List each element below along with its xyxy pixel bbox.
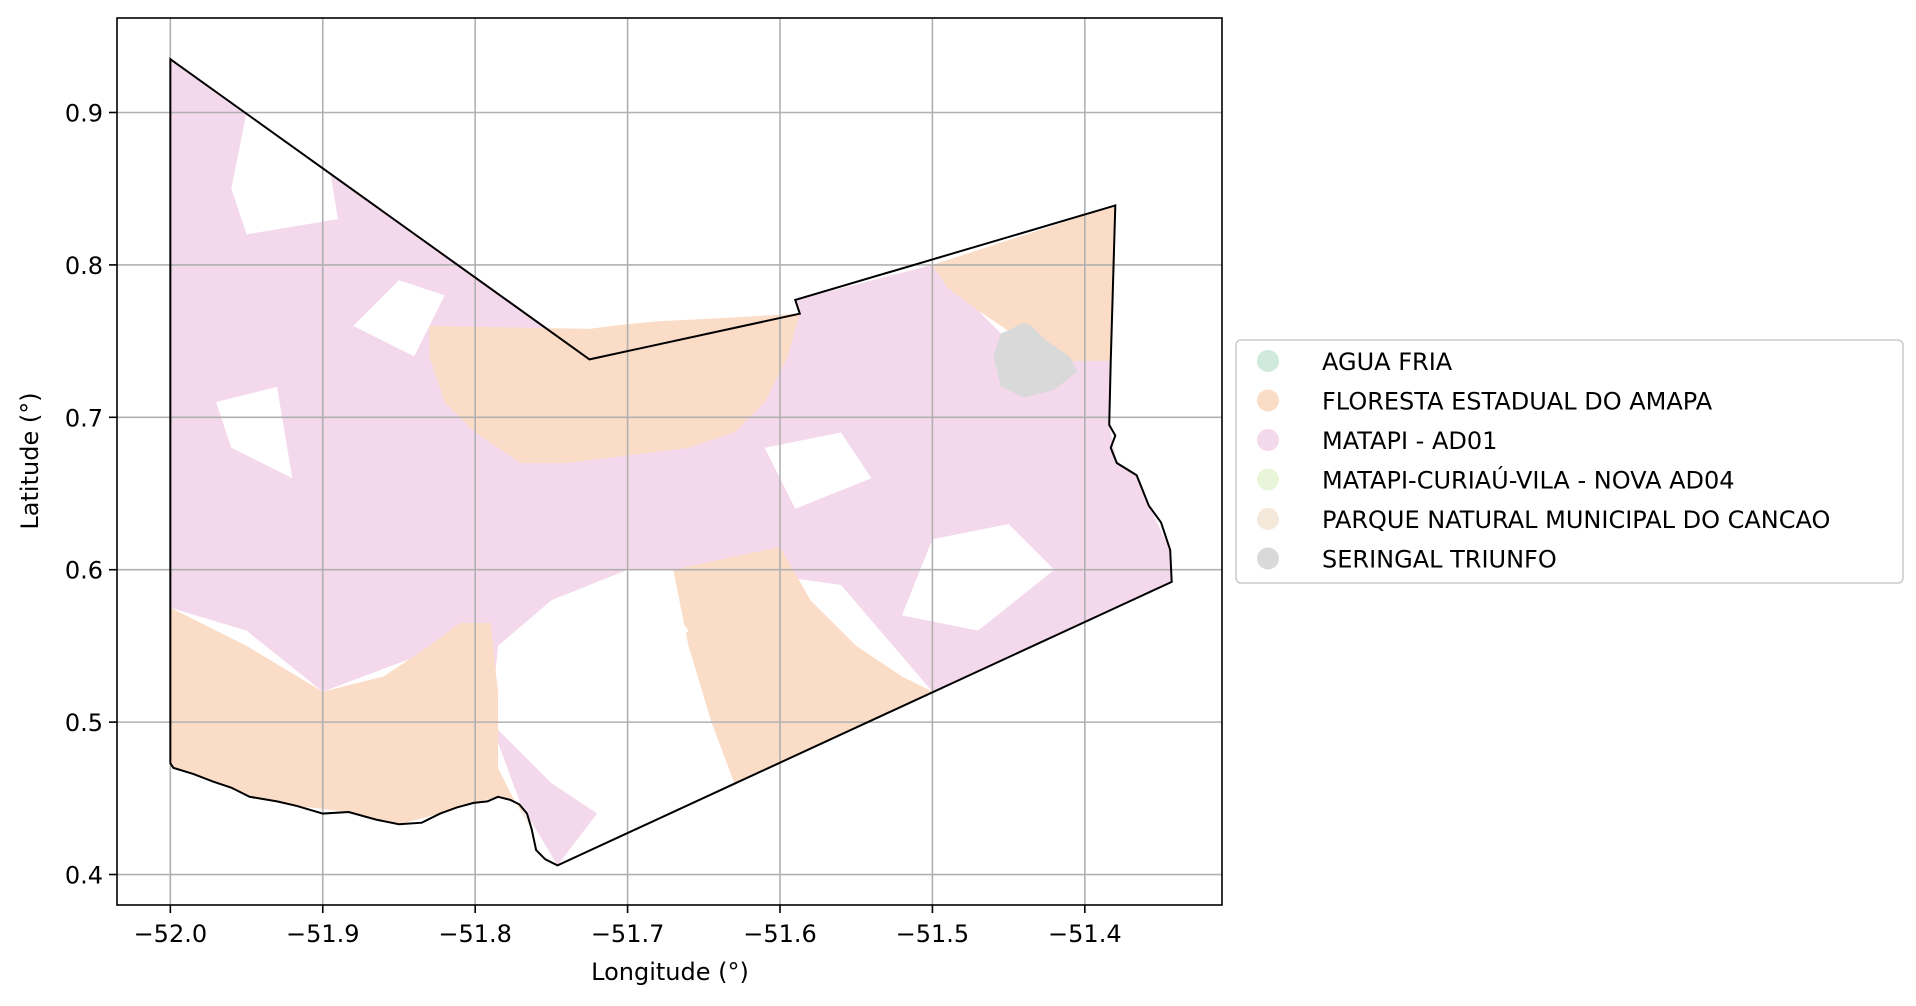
legend-marker-2 <box>1257 429 1279 451</box>
region-floresta-estadual-do-amapa-3 <box>673 546 933 784</box>
unclassified-patch-3 <box>536 569 689 723</box>
unclassified-patch-1 <box>353 280 445 357</box>
y-tick-label-3: 0.7 <box>65 404 103 432</box>
x-axis-label: Longitude (°) <box>591 958 749 986</box>
y-tick-label-2: 0.6 <box>65 557 103 585</box>
x-tick-label-3: −51.7 <box>591 920 665 948</box>
legend-label-2: MATAPI - AD01 <box>1322 427 1497 455</box>
y-tick-label-4: 0.8 <box>65 252 103 280</box>
x-tick-label-4: −51.6 <box>743 920 817 948</box>
y-tick-label-1: 0.5 <box>65 709 103 737</box>
legend-label-5: SERINGAL TRIUNFO <box>1322 546 1557 574</box>
region-matapi-ad01-0 <box>170 59 1172 866</box>
unclassified-patch-0 <box>231 112 338 235</box>
legend-label-3: MATAPI-CURIAÚ-VILA - NOVA AD04 <box>1322 465 1735 495</box>
plot-area <box>116 17 1223 906</box>
y-axis-ticks: 0.4 0.5 0.6 0.7 0.8 0.9 <box>65 99 117 890</box>
x-tick-label-6: −51.4 <box>1048 920 1122 948</box>
unclassified-patch-4 <box>901 523 1055 631</box>
region-floresta-estadual-do-amapa-2 <box>429 313 800 464</box>
legend-label-4: PARQUE NATURAL MUNICIPAL DO CANCAO <box>1322 506 1830 534</box>
legend: AGUA FRIA FLORESTA ESTADUAL DO AMAPA MATAP… <box>1235 339 1904 584</box>
x-tick-label-2: −51.8 <box>438 920 512 948</box>
regions-layer <box>170 59 1172 866</box>
legend-marker-5 <box>1257 547 1279 570</box>
legend-label-1: FLORESTA ESTADUAL DO AMAPA <box>1322 388 1713 416</box>
legend-marker-3 <box>1257 468 1279 491</box>
legend-marker-1 <box>1257 389 1279 412</box>
legend-marker-4 <box>1257 508 1279 530</box>
y-tick-label-5: 0.9 <box>65 99 103 127</box>
y-tick-label-0: 0.4 <box>65 862 103 890</box>
region-floresta-estadual-do-amapa-1 <box>170 607 532 829</box>
legend-frame <box>1235 339 1904 584</box>
legend-label-0: AGUA FRIA <box>1322 348 1453 376</box>
region-floresta-estadual-do-amapa-4 <box>932 205 1116 361</box>
municipality-boundary <box>169 57 1173 867</box>
legend-marker-0 <box>1257 350 1279 372</box>
y-axis-label: Latitude (°) <box>16 392 44 529</box>
legend-items: AGUA FRIA FLORESTA ESTADUAL DO AMAPA MATAP… <box>1257 348 1830 574</box>
x-tick-label-1: −51.9 <box>286 920 360 948</box>
x-axis-ticks: −52.0 −51.9 −51.8 −51.7 −51.6 −51.5 −51.4 <box>134 905 1122 948</box>
unclassified-patch-5 <box>764 432 872 509</box>
axes-frame <box>116 17 1223 906</box>
x-tick-label-0: −52.0 <box>134 920 208 948</box>
unclassified-patch-2 <box>216 386 293 479</box>
region-seringal-triunfo-5 <box>993 322 1078 398</box>
unclassified-patches-layer <box>216 112 1055 723</box>
x-tick-label-5: −51.5 <box>896 920 970 948</box>
